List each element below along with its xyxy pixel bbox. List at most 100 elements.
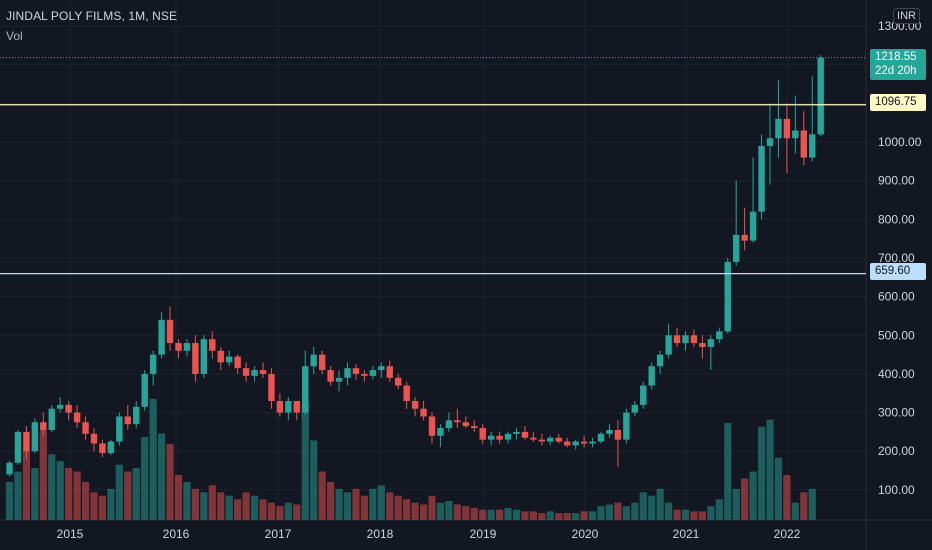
candle-body <box>234 356 241 369</box>
candle <box>733 180 740 266</box>
time-tick-label: 2016 <box>163 527 190 541</box>
volume-bar <box>14 471 22 520</box>
volume-bar <box>555 513 563 520</box>
candle-body <box>724 261 731 332</box>
candle-body <box>640 385 647 405</box>
candle <box>589 437 596 448</box>
candle-body <box>361 373 368 376</box>
candle-body <box>733 234 740 262</box>
candle-body <box>597 433 605 442</box>
candle-body <box>792 130 799 139</box>
price-tick-label: 300.00 <box>878 406 915 420</box>
candle-body <box>40 422 47 430</box>
volume-bar <box>605 504 614 520</box>
candle <box>242 362 250 382</box>
candle-body <box>462 422 469 427</box>
candle <box>14 429 22 465</box>
candle-body <box>200 339 208 374</box>
candle-body <box>302 366 309 413</box>
candle-body <box>454 420 461 423</box>
candle-body <box>242 368 250 376</box>
candle-body <box>48 408 55 430</box>
candle-body <box>57 404 64 409</box>
candle-body <box>65 404 72 413</box>
candle <box>521 426 529 440</box>
candle <box>352 364 360 380</box>
candle <box>783 103 791 174</box>
volume-bar <box>563 513 571 520</box>
candle-body <box>310 354 317 367</box>
volume-bar <box>690 511 698 520</box>
volume-bar <box>614 502 622 520</box>
candle-body <box>690 335 698 344</box>
candle-body <box>133 406 140 425</box>
volume-bar <box>774 457 783 520</box>
volume-bar <box>639 492 647 520</box>
volume-bar <box>572 513 580 520</box>
candle <box>716 327 723 344</box>
candle <box>614 420 622 467</box>
symbol-title[interactable]: JINDAL POLY FILMS, 1M, NSE <box>6 9 178 23</box>
volume-bar <box>377 485 385 520</box>
currency-badge[interactable]: INR <box>893 8 920 24</box>
candle-body <box>268 373 275 401</box>
candle-body <box>107 441 115 454</box>
volume-bar <box>293 504 301 520</box>
volume-label[interactable]: Vol <box>6 29 23 43</box>
volume-bar <box>394 495 402 520</box>
candle <box>673 327 681 347</box>
volume-bar <box>276 506 284 520</box>
candle <box>209 331 216 359</box>
volume-bar <box>665 502 673 520</box>
time-tick-label: 2019 <box>470 527 497 541</box>
candle-body <box>6 462 13 475</box>
candle <box>259 362 267 378</box>
candle <box>538 433 546 446</box>
candle <box>623 408 630 444</box>
candle-body <box>631 404 638 413</box>
candle-body <box>352 368 360 374</box>
candle <box>166 306 174 351</box>
candle <box>454 408 461 429</box>
candle <box>335 370 343 392</box>
volume-bar <box>310 440 318 520</box>
volume-bar <box>158 433 166 520</box>
candle-body <box>395 377 402 386</box>
candle <box>57 397 64 413</box>
candle <box>369 366 377 380</box>
volume-bar <box>174 475 183 520</box>
candle-body <box>166 319 174 344</box>
volume-bar <box>225 495 233 520</box>
candle <box>597 431 605 444</box>
time-tick-label: 2017 <box>265 527 292 541</box>
candle-body <box>335 377 343 382</box>
price-tick-label: 900.00 <box>878 174 915 188</box>
volume-bar <box>200 492 208 520</box>
volume-bar <box>386 492 394 520</box>
volume-bar <box>749 471 757 520</box>
last-price: 1218.55 <box>875 51 917 63</box>
candle <box>479 424 486 444</box>
candle-body <box>175 343 182 351</box>
volume-bar <box>217 492 225 520</box>
candle <box>766 103 774 185</box>
candle-body <box>673 335 681 344</box>
candle-body <box>656 354 664 367</box>
price-tick-label: 700.00 <box>878 251 915 265</box>
candle <box>395 373 402 390</box>
candle-body <box>800 130 807 158</box>
candle-body <box>82 422 89 434</box>
candle-body <box>699 343 706 347</box>
volume-bar <box>783 475 791 520</box>
price-tick-label: 400.00 <box>878 367 915 381</box>
candle <box>437 424 444 448</box>
candle-body <box>716 331 723 340</box>
volume-bar <box>352 488 360 520</box>
candle-body <box>428 416 436 436</box>
candle-body <box>403 385 410 401</box>
candle <box>133 400 140 429</box>
candle-body <box>378 366 385 371</box>
volume-bar <box>56 461 64 520</box>
volume-bar <box>445 500 453 520</box>
